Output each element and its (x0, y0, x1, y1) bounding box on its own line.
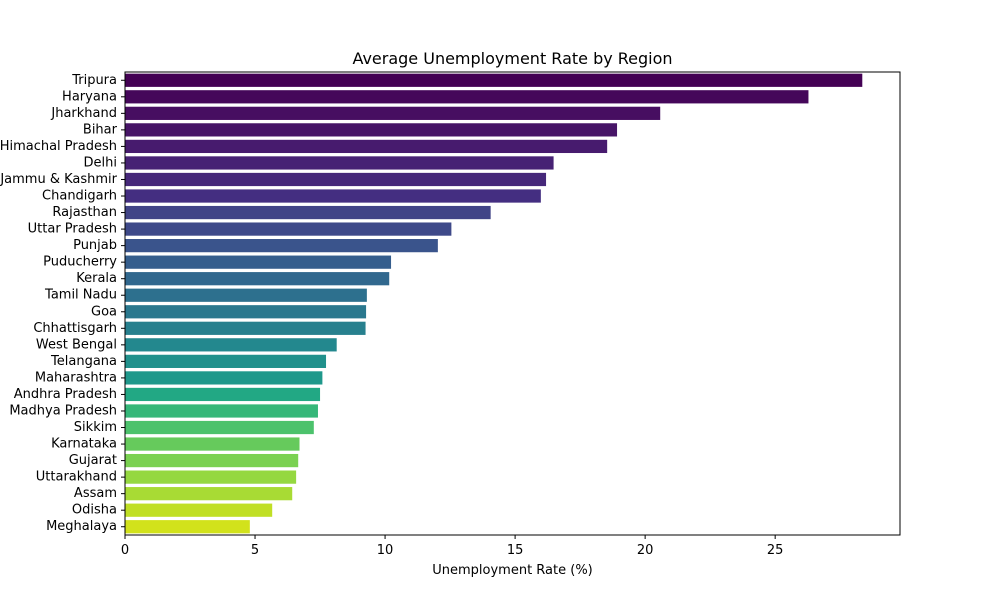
y-tick-label: Maharashtra (35, 370, 117, 385)
y-tick-label: Kerala (76, 271, 117, 286)
bar (125, 172, 547, 187)
bar (125, 470, 297, 484)
bar (125, 371, 323, 385)
bar (125, 288, 367, 302)
y-tick-label: West Bengal (36, 337, 117, 352)
y-tick-label: Gujarat (69, 453, 117, 468)
chart-title: Average Unemployment Rate by Region (352, 49, 672, 68)
y-tick-label: Tamil Nadu (44, 288, 117, 303)
bar (125, 73, 863, 87)
y-tick-label: Puducherry (43, 255, 117, 270)
bar (125, 338, 337, 352)
y-tick-label: Bihar (83, 122, 118, 137)
bar (125, 404, 318, 418)
y-tick-label: Odisha (72, 503, 117, 518)
bar (125, 453, 299, 468)
bar (125, 387, 321, 402)
bar (125, 437, 300, 451)
bar (125, 123, 618, 137)
y-tick-label: Assam (74, 486, 117, 501)
y-tick-label: Telangana (50, 354, 117, 369)
bar (125, 189, 541, 203)
y-tick-label: Uttar Pradesh (28, 222, 117, 237)
bar (125, 222, 452, 236)
bar (125, 503, 273, 517)
y-tick-label: Andhra Pradesh (14, 387, 117, 402)
bar (125, 156, 554, 170)
y-tick-label: Punjab (73, 238, 117, 253)
bar (125, 205, 491, 220)
y-tick-label: Rajasthan (52, 205, 117, 220)
y-tick-label: Chandigarh (42, 189, 117, 204)
bar (125, 321, 366, 335)
x-axis: 0 5 10 15 20 25 (121, 535, 784, 558)
bar (125, 106, 661, 120)
x-axis-label: Unemployment Rate (%) (432, 563, 593, 578)
x-tick-label: 20 (637, 543, 654, 558)
bar (125, 354, 327, 368)
x-tick-label: 0 (121, 543, 129, 558)
bar (125, 239, 438, 253)
y-tick-label: Sikkim (74, 420, 117, 435)
y-tick-label: Karnataka (51, 437, 117, 452)
y-tick-label: Haryana (62, 89, 117, 104)
y-tick-label: Madhya Pradesh (9, 403, 117, 418)
bar (125, 487, 293, 501)
y-tick-label: Meghalaya (46, 519, 117, 534)
bar-series (125, 73, 863, 534)
x-tick-label: 5 (251, 543, 259, 558)
bar (125, 305, 367, 319)
bar (125, 139, 608, 154)
bar (125, 90, 809, 104)
bar (125, 255, 392, 269)
bar (125, 272, 390, 286)
y-tick-label: Tripura (71, 73, 117, 88)
x-tick-label: 15 (507, 543, 524, 558)
plot-frame (124, 71, 901, 536)
y-tick-label: Himachal Pradesh (0, 139, 117, 154)
x-tick-label: 25 (767, 543, 784, 558)
bar (125, 420, 314, 435)
y-tick-label: Uttarakhand (36, 470, 117, 485)
y-tick-label: Jammu & Kashmir (0, 172, 118, 187)
y-tick-label: Delhi (84, 155, 117, 170)
y-tick-label: Jharkhand (50, 106, 117, 121)
y-tick-label: Chhattisgarh (33, 321, 117, 336)
x-tick-label: 10 (377, 543, 394, 558)
bar (125, 520, 250, 534)
y-tick-label: Goa (91, 304, 117, 319)
